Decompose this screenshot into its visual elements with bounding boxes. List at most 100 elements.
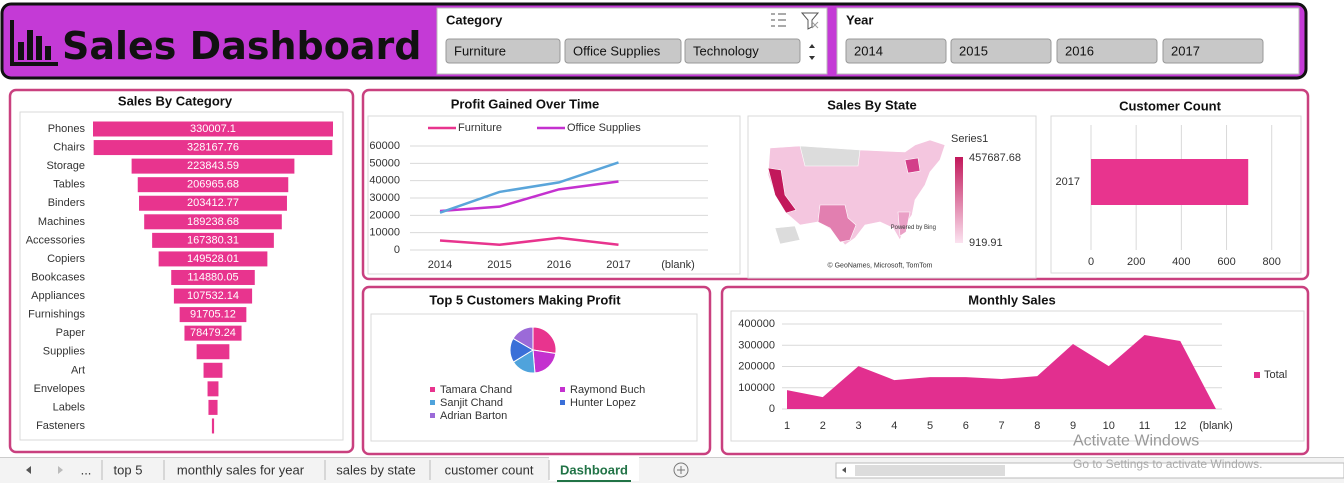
- x-tick-label: 3: [855, 420, 861, 432]
- slicer-button[interactable]: [1162, 38, 1264, 64]
- slicer-button[interactable]: [684, 38, 801, 64]
- y-tick-label: 10000: [369, 227, 400, 239]
- slicer-item[interactable]: 2017: [1171, 44, 1200, 59]
- slicer-title: Year: [846, 13, 873, 28]
- y-tick-label: 40000: [369, 175, 400, 187]
- slicer-item[interactable]: 2014: [854, 44, 883, 59]
- sheet-tab[interactable]: ...: [81, 463, 92, 478]
- bar: [203, 362, 223, 378]
- tab-nav[interactable]: [26, 466, 63, 474]
- sheet-tab[interactable]: monthly sales for year: [177, 463, 305, 478]
- chart-title: Customer Count: [1119, 99, 1222, 114]
- line-series: [439, 161, 619, 214]
- line-series: [439, 180, 619, 213]
- slicer-item[interactable]: Technology: [693, 44, 759, 59]
- chart-area: [730, 310, 1305, 442]
- dashboard-title: Sales Dashboard: [62, 24, 421, 68]
- x-tick-label: 11: [1139, 420, 1150, 432]
- category-label: Tables: [53, 179, 85, 191]
- value-label: 189238.68: [187, 216, 239, 228]
- sheet-tab[interactable]: sales by state: [336, 463, 416, 478]
- watermark: Activate Windows: [1073, 433, 1199, 450]
- legend-title: Series1: [951, 133, 988, 145]
- bar: [207, 381, 219, 397]
- category-label: Storage: [46, 160, 85, 172]
- value-label: 203412.77: [187, 197, 239, 209]
- bar: [137, 177, 289, 193]
- x-tick-label: 2015: [487, 259, 511, 271]
- category-label: Chairs: [53, 142, 85, 154]
- sheet-tab[interactable]: Dashboard: [560, 463, 628, 478]
- slicer-button[interactable]: [1056, 38, 1158, 64]
- active-tab[interactable]: [549, 457, 639, 481]
- legend-label: Tamara Chand: [440, 384, 512, 396]
- y-tick-label: 50000: [369, 157, 400, 169]
- y-tick-label: 60000: [369, 140, 400, 152]
- value-label: 328167.76: [187, 142, 239, 154]
- category-label: Fasteners: [36, 420, 85, 432]
- value-label: 107532.14: [187, 290, 239, 302]
- bar: [152, 232, 274, 248]
- slicer-title: Category: [446, 13, 503, 28]
- slicer-item[interactable]: Furniture: [454, 44, 506, 59]
- category-label: Paper: [56, 327, 86, 339]
- legend-swatch: [560, 387, 565, 392]
- slicer-button[interactable]: [845, 38, 947, 64]
- legend-swatch: [560, 400, 565, 405]
- value-label: 149528.01: [187, 253, 239, 265]
- add-sheet[interactable]: [673, 462, 689, 478]
- x-tick-label: 10: [1103, 420, 1115, 432]
- horizontal-scrollbar[interactable]: [835, 462, 1344, 479]
- bar: [1091, 159, 1249, 205]
- bar: [93, 121, 333, 137]
- category-label: 2017: [1056, 176, 1080, 188]
- slicer-button[interactable]: [445, 38, 561, 64]
- color-scale: [955, 157, 963, 243]
- y-tick-label: 20000: [369, 209, 400, 221]
- value-label: 167380.31: [187, 234, 239, 246]
- y-tick-label: 200000: [738, 361, 775, 373]
- chart-title: Profit Gained Over Time: [451, 97, 600, 112]
- y-tick-label: 0: [769, 403, 775, 415]
- slicer-button[interactable]: [564, 38, 682, 64]
- chart-title: Top 5 Customers Making Profit: [429, 293, 621, 308]
- y-tick-label: 0: [394, 244, 400, 256]
- x-tick-label: (blank): [661, 259, 695, 271]
- slicer-button[interactable]: [950, 38, 1052, 64]
- value-label: 78479.24: [190, 327, 236, 339]
- legend-label: Hunter Lopez: [570, 397, 636, 409]
- legend-swatch: [430, 400, 435, 405]
- x-tick-label: 2: [820, 420, 826, 432]
- slicer-item[interactable]: 2015: [959, 44, 988, 59]
- category-label: Envelopes: [34, 383, 86, 395]
- category-label: Accessories: [26, 234, 86, 246]
- x-tick-label: 9: [1070, 420, 1076, 432]
- y-tick-label: 30000: [369, 192, 400, 204]
- x-tick-label: 600: [1217, 256, 1235, 268]
- category-label: Binders: [48, 197, 86, 209]
- y-tick-label: 400000: [738, 318, 775, 330]
- us-map: [767, 139, 946, 246]
- y-tick-label: 100000: [738, 382, 775, 394]
- category-label: Copiers: [47, 253, 85, 265]
- bar: [131, 158, 295, 174]
- legend-swatch: [1254, 372, 1260, 378]
- slicer-item[interactable]: Office Supplies: [573, 44, 661, 59]
- bar: [208, 399, 218, 415]
- x-tick-label: 7: [998, 420, 1004, 432]
- category-label: Phones: [48, 123, 86, 135]
- sheet-tab[interactable]: customer count: [445, 463, 534, 478]
- x-tick-label: 5: [927, 420, 933, 432]
- bar: [196, 344, 230, 360]
- slicer-item[interactable]: 2016: [1065, 44, 1094, 59]
- x-tick-label: 0: [1088, 256, 1094, 268]
- value-label: 114880.05: [187, 271, 238, 283]
- bar: [144, 214, 282, 230]
- bar: [179, 307, 247, 323]
- sheet-tab[interactable]: top 5: [114, 463, 143, 478]
- line-series: [439, 236, 619, 247]
- category-label: Appliances: [31, 290, 85, 302]
- chart-title: Sales By State: [827, 98, 917, 113]
- x-tick-label: 200: [1127, 256, 1145, 268]
- category-label: Supplies: [43, 346, 86, 358]
